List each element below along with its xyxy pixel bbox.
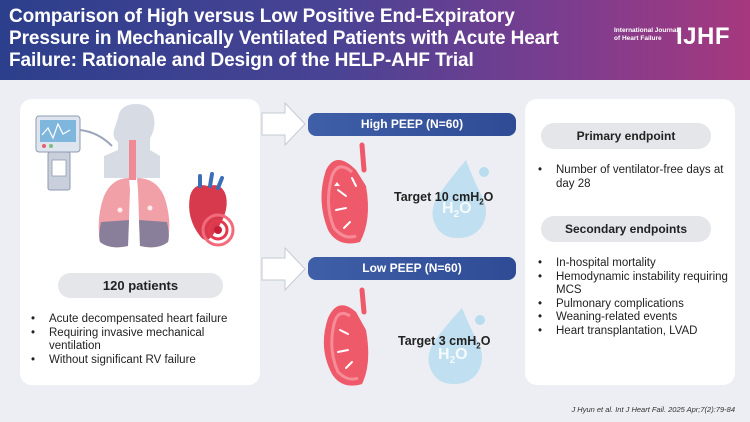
secondary-endpoints-title: Secondary endpoints bbox=[541, 216, 711, 242]
drop-o: O bbox=[455, 346, 468, 363]
secondary-endpoint-item: Hemodynamic instability requiring MCS bbox=[535, 271, 730, 298]
secondary-endpoint-item: Weaning-related events bbox=[535, 311, 730, 325]
primary-endpoint-list: Number of ventilator-free days at day 28 bbox=[535, 164, 730, 191]
low-peep-target: Target 3 cmH2O bbox=[398, 334, 490, 351]
patients-count: 120 patients bbox=[58, 273, 223, 298]
header-banner: Comparison of High versus Low Positive E… bbox=[0, 0, 750, 80]
criterion-item: Acute decompensated heart failure bbox=[28, 313, 258, 327]
journal-name: International Journal of Heart Failure bbox=[614, 27, 679, 42]
secondary-endpoint-item: In-hospital mortality bbox=[535, 257, 730, 271]
drop-h: H bbox=[442, 200, 454, 217]
primary-endpoint-title: Primary endpoint bbox=[541, 123, 711, 149]
secondary-endpoint-item: Pulmonary complications bbox=[535, 298, 730, 312]
low-target-sub: 2 bbox=[476, 341, 481, 351]
low-peep-water-drop-icon bbox=[428, 308, 485, 384]
arrow-to-high-icon bbox=[261, 101, 306, 147]
citation: J Hyun et al. Int J Heart Fail. 2025 Apr… bbox=[571, 405, 735, 414]
low-peep-drop-label: H2O bbox=[438, 346, 468, 366]
low-target-prefix: Target 3 cmH bbox=[398, 334, 477, 348]
arrow-to-low-icon bbox=[261, 246, 306, 292]
high-peep-water-drop-icon bbox=[432, 160, 489, 238]
patient-lungs-icon bbox=[98, 178, 170, 248]
high-peep-drop-label: H2O bbox=[442, 200, 472, 220]
high-target-prefix: Target 10 cmH bbox=[394, 190, 480, 204]
drop-o: O bbox=[459, 200, 472, 217]
secondary-endpoints-list: In-hospital mortality Hemodynamic instab… bbox=[535, 257, 730, 338]
high-target-sub: 2 bbox=[479, 197, 484, 207]
secondary-endpoint-item: Heart transplantation, LVAD bbox=[535, 325, 730, 339]
drop-sub: 2 bbox=[453, 209, 460, 221]
primary-endpoint-item: Number of ventilator-free days at day 28 bbox=[535, 164, 730, 191]
drop-sub: 2 bbox=[449, 355, 456, 367]
high-peep-target: Target 10 cmH2O bbox=[394, 190, 493, 207]
inclusion-criteria: Acute decompensated heart failure Requir… bbox=[28, 313, 258, 367]
page-title: Comparison of High versus Low Positive E… bbox=[9, 6, 559, 71]
low-target-suffix: O bbox=[480, 334, 491, 348]
high-peep-arm-label: High PEEP (N=60) bbox=[308, 113, 516, 136]
criterion-item: Requiring invasive mechanical ventilatio… bbox=[28, 327, 258, 354]
high-target-suffix: O bbox=[483, 190, 494, 204]
criterion-item: Without significant RV failure bbox=[28, 354, 258, 368]
low-peep-lung-icon bbox=[323, 287, 369, 386]
heart-icon bbox=[189, 172, 235, 247]
high-peep-lung-icon bbox=[321, 142, 368, 244]
ventilator-icon bbox=[35, 115, 113, 191]
journal-logo: IJHF bbox=[676, 23, 731, 50]
drop-h: H bbox=[438, 346, 450, 363]
patient-silhouette-icon bbox=[104, 104, 160, 180]
low-peep-arm-label: Low PEEP (N=60) bbox=[308, 257, 516, 280]
